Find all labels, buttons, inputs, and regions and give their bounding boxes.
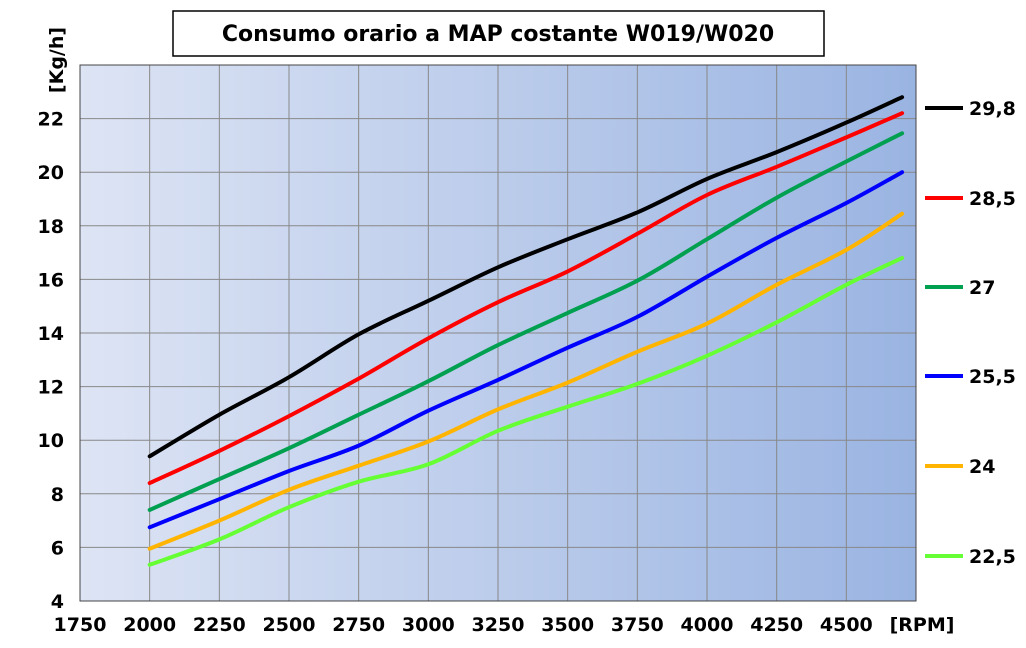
y-tick-label: 20	[38, 162, 64, 184]
legend-label: 24	[969, 456, 995, 478]
x-tick-label: 1750	[54, 614, 107, 636]
x-tick-label: 4500	[820, 614, 873, 636]
y-tick-label: 16	[38, 269, 64, 291]
series-line-28-5	[147, 111, 905, 486]
y-tick-label: 4	[51, 591, 64, 613]
series-line-29-8	[147, 95, 905, 459]
series-line-24	[147, 211, 905, 551]
x-tick-label: 3500	[541, 614, 594, 636]
y-tick-label: 14	[38, 323, 64, 345]
x-tick-label: 3750	[611, 614, 664, 636]
x-tick-label: 3000	[402, 614, 455, 636]
legend-label: 22,5	[969, 546, 1016, 568]
x-tick-label: 2000	[123, 614, 176, 636]
series-line-27	[147, 131, 905, 512]
legend-label: 28,5	[969, 188, 1016, 210]
y-tick-label: 18	[38, 216, 64, 238]
y-tick-label: 22	[38, 109, 64, 131]
x-tick-label: 4000	[681, 614, 734, 636]
y-axis-label: [Kg/h]	[46, 27, 68, 93]
x-tick-labels: 1750 2000 2250 2500 2750 3000 3250 3500 3750 4000…	[54, 614, 873, 636]
x-tick-label: 4250	[750, 614, 803, 636]
x-tick-label: 2250	[193, 614, 246, 636]
x-tick-label: 2500	[263, 614, 316, 636]
x-tick-label: 3250	[472, 614, 525, 636]
y-tick-label: 6	[51, 537, 64, 559]
x-axis-label: [RPM]	[890, 614, 955, 636]
y-tick-label: 10	[38, 430, 64, 452]
legend-label: 29,8	[969, 98, 1016, 120]
x-tick-label: 2750	[332, 614, 385, 636]
chart-title: Consumo orario a MAP costante W019/W020	[222, 22, 774, 47]
y-tick-labels: 4 6 8 10 12 14 16 18 20 22	[38, 109, 64, 613]
series-lines	[147, 95, 905, 567]
series-line-25-5	[147, 170, 905, 530]
legend-label: 25,5	[969, 366, 1016, 388]
y-tick-label: 12	[38, 377, 64, 399]
legend: 29,8 28,5 27 25,5 24 22,5	[925, 98, 1016, 568]
chart-title-box	[172, 10, 825, 57]
legend-label: 27	[969, 277, 995, 299]
plot-border	[79, 64, 917, 602]
series-line-22-5	[147, 256, 905, 567]
y-tick-label: 8	[51, 484, 64, 506]
